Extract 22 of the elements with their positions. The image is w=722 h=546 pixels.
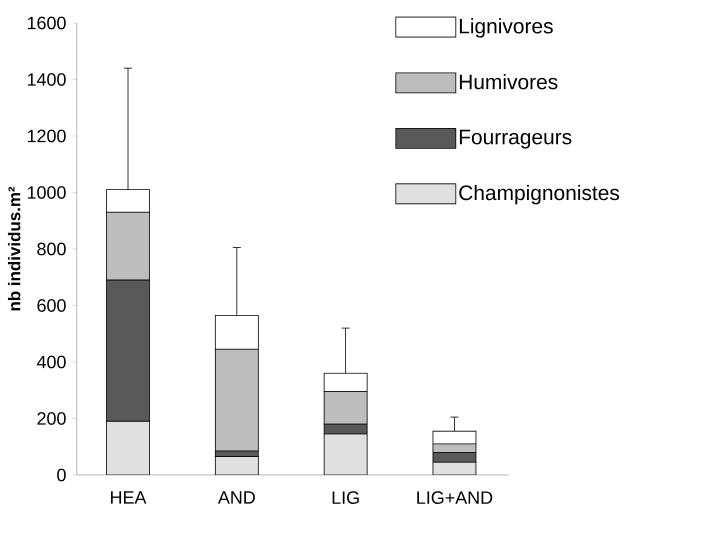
bar	[214, 456, 259, 475]
y-tick-label: 1400	[28, 73, 66, 86]
x-tick-label: LIG+AND	[417, 491, 492, 504]
bar	[324, 434, 368, 475]
y-tick-label: 1600	[28, 16, 66, 30]
y-tick-label: 200	[37, 412, 66, 425]
x-tick-label: AND	[218, 491, 255, 504]
y-tick-label: 400	[36, 356, 66, 368]
y-tick-label: 0	[57, 468, 66, 482]
y-tick-label: 800	[37, 242, 66, 256]
x-tick-label: HEA	[111, 491, 146, 504]
y-tick-label: 1200	[28, 130, 66, 142]
y-axis-title: nb individus.m²	[8, 186, 20, 310]
legend-label: Humivores	[460, 74, 558, 90]
bar	[432, 462, 476, 475]
y-tick-label: 1000	[28, 186, 66, 199]
x-tick-label: LIG	[332, 491, 359, 504]
bar	[106, 420, 150, 475]
legend-label: Fourrageurs	[460, 130, 572, 149]
legend-label: Lignivores	[460, 18, 553, 38]
legend-label: Champignonistes	[459, 184, 620, 204]
y-tick-label: 600	[37, 299, 66, 312]
